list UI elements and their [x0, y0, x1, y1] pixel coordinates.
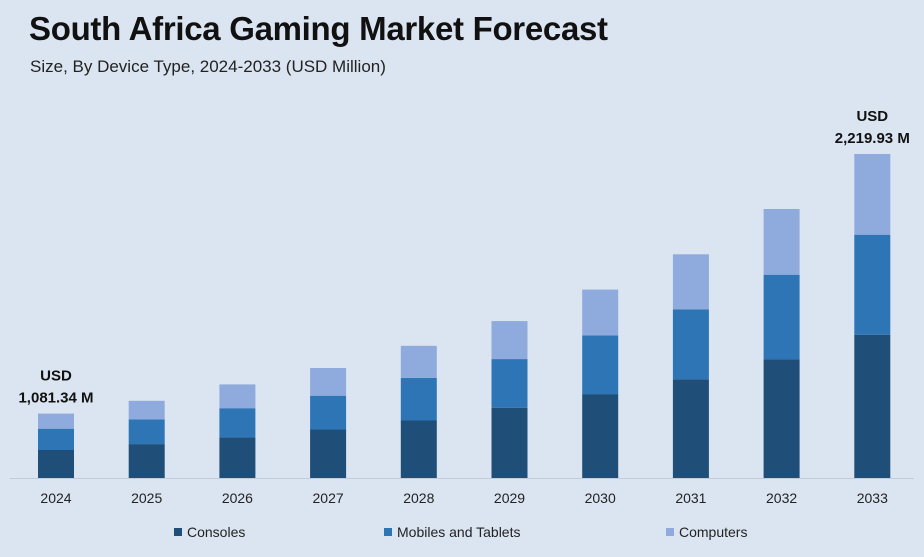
x-tick-label-2031: 2031 — [675, 490, 706, 506]
bar-mobiles-and-tablets-2029 — [491, 359, 528, 408]
bar-computers-2030 — [582, 289, 619, 336]
bar-computers-2026 — [219, 384, 256, 409]
bar-consoles-2027 — [310, 429, 347, 478]
legend-swatch-mobiles-and-tablets — [384, 528, 392, 536]
bar-computers-2031 — [672, 254, 709, 310]
x-tick-label-2026: 2026 — [222, 490, 253, 506]
legend-label-computers: Computers — [679, 524, 748, 540]
x-tick-label-2027: 2027 — [313, 490, 344, 506]
bar-computers-2033 — [854, 154, 891, 235]
annotation-line1-2033: USD — [856, 108, 888, 125]
chart-subtitle: Size, By Device Type, 2024-2033 (USD Mil… — [30, 57, 386, 76]
bar-consoles-2033 — [854, 334, 891, 478]
bar-consoles-2029 — [491, 407, 528, 478]
x-tick-label-2032: 2032 — [766, 490, 797, 506]
legend-item-computers: Computers — [666, 524, 747, 540]
bar-consoles-2024 — [38, 450, 74, 478]
x-tick-label-2029: 2029 — [494, 490, 525, 506]
bar-mobiles-and-tablets-2031 — [672, 309, 709, 380]
legend-swatch-consoles — [174, 528, 182, 536]
bar-computers-2032 — [763, 209, 800, 275]
legend-swatch-computers — [666, 528, 674, 536]
bar-mobiles-and-tablets-2032 — [763, 274, 800, 360]
bar-mobiles-and-tablets-2033 — [854, 234, 891, 335]
bar-computers-2028 — [400, 345, 437, 378]
annotation-line1-2024: USD — [40, 368, 72, 385]
bar-consoles-2031 — [672, 379, 709, 478]
x-tick-label-2033: 2033 — [857, 490, 888, 506]
chart-legend: Consoles Mobiles and Tablets Computers — [0, 524, 924, 544]
bar-consoles-2025 — [128, 444, 165, 478]
x-tick-label-2025: 2025 — [131, 490, 162, 506]
bar-mobiles-and-tablets-2024 — [38, 428, 74, 450]
bar-mobiles-and-tablets-2028 — [400, 377, 437, 421]
bar-consoles-2026 — [219, 437, 256, 478]
bar-computers-2027 — [310, 368, 347, 396]
legend-label-consoles: Consoles — [187, 524, 246, 540]
bar-computers-2029 — [491, 321, 528, 359]
bar-mobiles-and-tablets-2030 — [582, 335, 619, 395]
bar-mobiles-and-tablets-2025 — [128, 419, 165, 445]
bar-mobiles-and-tablets-2026 — [219, 408, 256, 438]
bar-computers-2025 — [128, 400, 165, 420]
x-tick-label-2024: 2024 — [40, 490, 71, 506]
annotation-line2-2024: 1,081.34 M — [18, 390, 93, 407]
bar-consoles-2028 — [400, 420, 437, 478]
annotation-line2-2033: 2,219.93 M — [835, 130, 910, 147]
legend-item-consoles: Consoles — [174, 524, 245, 540]
bar-consoles-2030 — [582, 394, 619, 478]
x-tick-label-2028: 2028 — [403, 490, 434, 506]
bar-consoles-2032 — [763, 359, 800, 478]
x-tick-label-2030: 2030 — [585, 490, 616, 506]
legend-item-mobiles-and-tablets: Mobiles and Tablets — [384, 524, 520, 540]
chart-title: South Africa Gaming Market Forecast — [29, 10, 608, 47]
bar-computers-2024 — [38, 413, 74, 429]
legend-label-mobiles-and-tablets: Mobiles and Tablets — [397, 524, 521, 540]
bar-mobiles-and-tablets-2027 — [310, 395, 347, 430]
